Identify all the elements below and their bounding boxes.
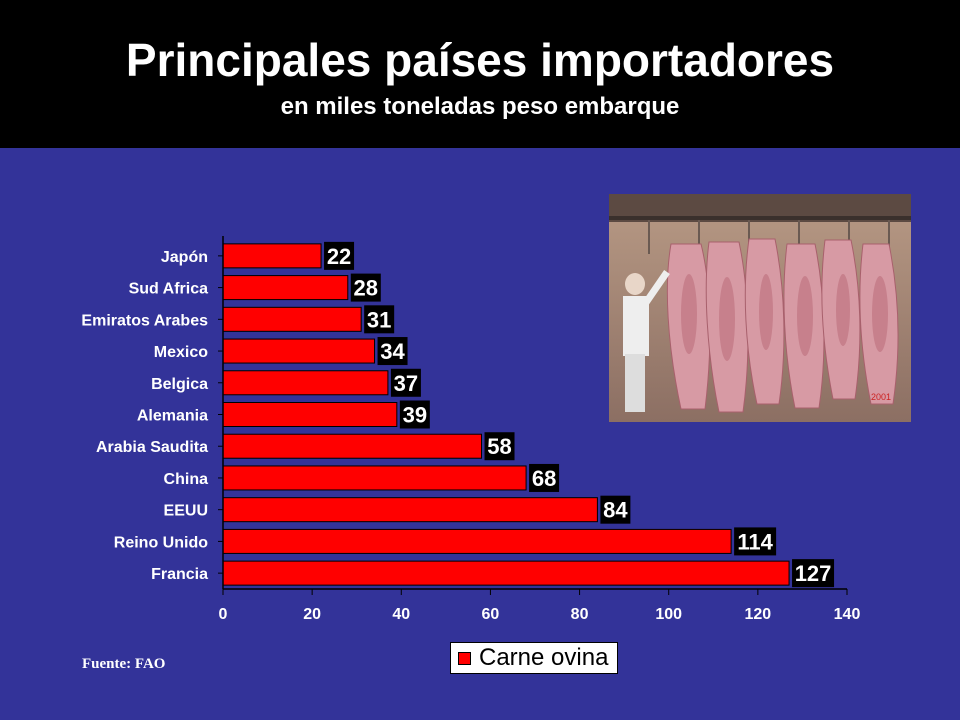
data-label-box-10	[792, 559, 835, 588]
bar-8	[222, 497, 598, 523]
data-label-6: 58	[487, 434, 511, 459]
x-tick-label-0: 0	[219, 606, 228, 623]
legend-label: Carne ovina	[479, 644, 609, 671]
bar-3	[222, 338, 376, 364]
bar-1	[222, 275, 349, 301]
data-label-box-1	[350, 273, 381, 302]
legend: Carne ovina	[450, 642, 618, 674]
data-label-box-9	[734, 527, 777, 556]
category-label-1: Sud Africa	[129, 281, 209, 298]
photo-watermark: 2001	[871, 392, 891, 402]
data-label-box-5	[399, 400, 430, 429]
data-label-5: 39	[403, 403, 427, 428]
category-label-0: Japón	[161, 249, 208, 266]
data-label-2: 31	[367, 307, 391, 332]
data-label-box-4	[390, 368, 421, 397]
data-label-8: 84	[603, 498, 628, 523]
data-label-box-8	[600, 495, 631, 524]
x-tick-label-1: 20	[303, 606, 321, 623]
title-bar: Principales países importadores en miles…	[0, 0, 960, 148]
category-label-3: Mexico	[154, 344, 208, 361]
slide-subtitle: en miles toneladas peso embarque	[280, 93, 680, 120]
x-tick-label-2: 40	[392, 606, 410, 623]
x-axis: 0 20 40 60 80 100 120 140	[218, 236, 860, 623]
legend-swatch	[458, 652, 471, 665]
data-label-box-6	[484, 432, 515, 461]
x-tick-label-4: 80	[571, 606, 589, 623]
x-tick-label-7: 140	[834, 606, 861, 623]
data-label-1: 28	[354, 276, 378, 301]
category-label-7: China	[164, 471, 209, 488]
data-label-box-3	[377, 337, 408, 366]
data-label-0: 22	[327, 244, 351, 269]
category-label-9: Reino Unido	[114, 534, 208, 551]
bar-0	[222, 243, 322, 269]
bar-6	[222, 433, 483, 459]
source-note: Fuente: FAO	[82, 656, 166, 672]
x-tick-label-5: 100	[655, 606, 682, 623]
category-label-5: Alemania	[137, 408, 208, 425]
bar-7	[222, 465, 527, 491]
bar-9	[222, 528, 732, 554]
category-label-10: Francia	[151, 566, 208, 583]
bar-2	[222, 306, 362, 332]
data-label-box-2	[364, 305, 395, 334]
data-label-9: 114	[737, 529, 773, 554]
slide-title: Principales países importadores	[125, 34, 835, 86]
x-tick-label-3: 60	[482, 606, 500, 623]
bar-10	[222, 560, 790, 586]
data-label-4: 37	[394, 371, 418, 396]
category-label-6: Arabia Saudita	[96, 439, 208, 456]
bar-4	[222, 370, 389, 396]
data-label-7: 68	[532, 466, 556, 491]
data-label-box-7	[529, 463, 560, 492]
bar-5	[222, 402, 398, 427]
data-label-3: 34	[380, 339, 405, 364]
category-label-8: EEUU	[164, 503, 208, 520]
data-label-box-0	[324, 241, 355, 270]
category-label-4: Belgica	[151, 376, 208, 393]
data-label-10: 127	[795, 561, 832, 586]
category-labels: Japón Sud Africa Emiratos Arabes Mexico Belg…	[81, 249, 208, 583]
x-tick-label-6: 120	[745, 606, 772, 623]
meat-photo: 2001	[609, 194, 911, 422]
category-label-2: Emiratos Arabes	[81, 312, 208, 329]
